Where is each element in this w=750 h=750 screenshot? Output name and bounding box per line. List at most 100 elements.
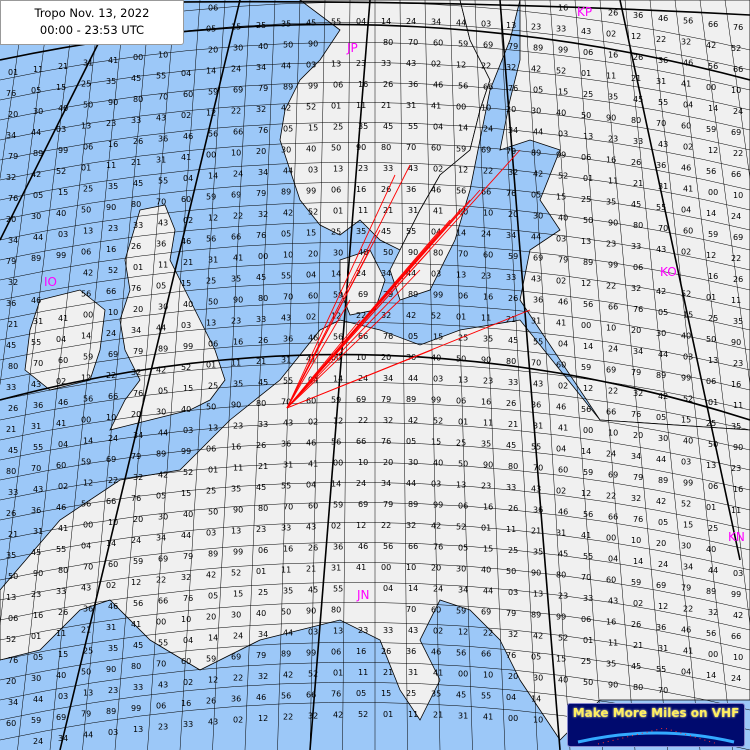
square-label: 50 [706, 335, 716, 344]
square-label: 46 [181, 237, 191, 246]
square-label: 55 [333, 585, 343, 594]
square-label: 24 [33, 737, 43, 746]
square-label: 10 [483, 671, 493, 680]
square-label: 70 [156, 659, 166, 668]
square-label: 90 [106, 665, 116, 674]
square-label: 56 [456, 186, 466, 195]
square-label: 30 [281, 146, 291, 155]
square-label: 41 [683, 647, 693, 656]
square-label: 44 [33, 233, 43, 242]
square-label: 40 [258, 42, 268, 51]
square-label: 42 [156, 365, 166, 374]
square-label: 10 [356, 353, 366, 362]
square-label: 11 [608, 638, 618, 647]
square-label: 70 [33, 359, 43, 368]
square-label: 40 [433, 459, 443, 468]
square-label: 22 [606, 491, 616, 500]
square-label: 12 [356, 521, 366, 530]
square-label: 43 [581, 27, 591, 36]
square-label: 16 [606, 155, 616, 164]
square-label: 99 [183, 342, 193, 351]
square-label: 21 [383, 206, 393, 215]
square-label: 56 [706, 167, 716, 176]
square-label: 70 [158, 92, 168, 101]
square-label: 01 [133, 263, 143, 272]
square-label: 42 [333, 711, 343, 720]
square-label: 01 [581, 69, 591, 78]
square-label: 46 [183, 132, 193, 141]
square-label: 43 [406, 59, 416, 68]
square-label: 36 [281, 440, 291, 449]
square-label: 03 [431, 270, 441, 279]
square-label: 14 [106, 539, 116, 548]
square-label: 80 [131, 200, 141, 209]
square-label: 76 [131, 494, 141, 503]
square-label: 26 [508, 294, 518, 303]
square-label: 59 [31, 716, 41, 725]
square-label: 04 [308, 375, 318, 384]
square-label: 43 [81, 584, 91, 593]
square-label: 32 [258, 672, 268, 681]
square-label: 60 [181, 657, 191, 666]
square-label: 69 [358, 290, 368, 299]
square-label: 03 [108, 728, 118, 737]
square-label: 46 [56, 503, 66, 512]
square-label: 76 [183, 594, 193, 603]
square-label: 80 [8, 362, 18, 371]
square-label: 23 [31, 590, 41, 599]
square-label: 01 [458, 417, 468, 426]
square-label: 60 [433, 39, 443, 48]
square-label: 52 [181, 363, 191, 372]
square-label: 69 [106, 455, 116, 464]
square-label: 46 [306, 438, 316, 447]
square-label: 69 [533, 254, 543, 263]
square-label: 70 [533, 464, 543, 473]
square-label: 10 [481, 104, 491, 113]
square-label: 06 [331, 648, 341, 657]
square-label: 45 [558, 550, 568, 559]
square-label: 50 [458, 459, 468, 468]
square-label: 03 [56, 125, 66, 134]
square-label: 13 [708, 356, 718, 365]
square-label: 00 [706, 83, 716, 92]
square-label: 46 [558, 298, 568, 307]
square-label: 05 [408, 332, 418, 341]
square-label: 89 [33, 149, 43, 158]
square-label: 55 [583, 552, 593, 561]
square-label: 35 [283, 587, 293, 596]
square-label: 66 [731, 170, 741, 179]
square-label: 46 [681, 164, 691, 173]
square-label: 34 [256, 63, 266, 72]
square-label: 70 [656, 119, 666, 128]
square-label: 31 [658, 182, 668, 191]
square-label: 34 [633, 347, 643, 356]
square-label: 01 [383, 710, 393, 719]
square-label: 15 [181, 279, 191, 288]
square-label: 33 [508, 378, 518, 387]
square-label: 34 [506, 231, 516, 240]
square-label: 15 [556, 193, 566, 202]
square-label: 79 [8, 152, 18, 161]
square-label: 02 [106, 581, 116, 590]
square-label: 25 [83, 185, 93, 194]
square-label: 02 [181, 111, 191, 120]
square-label: 00 [81, 416, 91, 425]
square-label: 11 [506, 525, 516, 534]
square-label: 69 [656, 581, 666, 590]
square-label: 23 [256, 525, 266, 534]
square-label: 20 [6, 677, 16, 686]
logo-text: Make More Miles on VHF [572, 706, 740, 720]
square-label: 31 [156, 155, 166, 164]
square-label: 04 [56, 335, 66, 344]
square-label: 80 [131, 662, 141, 671]
square-label: 55 [156, 71, 166, 80]
square-label: 70 [406, 605, 416, 614]
square-label: 40 [431, 354, 441, 363]
square-label: 05 [31, 86, 41, 95]
square-label: 11 [158, 260, 168, 269]
square-label: 06 [633, 263, 643, 272]
square-label: 26 [58, 608, 68, 617]
square-label: 45 [256, 273, 266, 282]
square-label: 33 [133, 683, 143, 692]
